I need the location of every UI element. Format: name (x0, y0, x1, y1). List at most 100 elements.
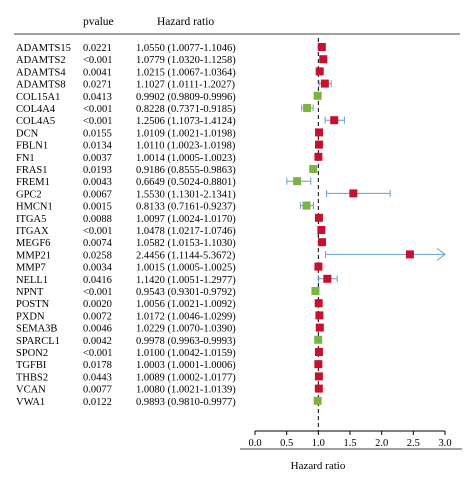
pvalue-cell: 0.0443 (83, 372, 112, 383)
table-rows: ADAMTS15 0.0221 1.0550 (1.0077-1.1046) ADAM… (16, 43, 236, 408)
pvalue-cell: 0.0043 (83, 177, 112, 188)
hazard-ratio-cell: 1.0080 (1.0021-1.0139) (136, 385, 236, 396)
hr-point (317, 226, 326, 234)
hr-point (314, 348, 323, 356)
gene-label: ADAMTS2 (16, 55, 66, 66)
pvalue-cell: 0.0258 (83, 250, 112, 261)
hr-point (314, 262, 323, 271)
hazard-ratio-cell: 1.0014 (1.0005-1.0023) (136, 153, 236, 164)
gene-label: NPNT (16, 287, 44, 298)
pvalue-cell: 0.0037 (83, 153, 112, 164)
plot-marks (286, 38, 446, 431)
pvalue-cell: 0.0416 (83, 275, 112, 286)
hr-point (318, 238, 327, 247)
hr-point (323, 274, 332, 283)
x-tick-label: 3.0 (438, 438, 451, 449)
pvalue-cell: 0.0020 (83, 299, 112, 310)
pvalue-cell: 0.0067 (83, 189, 112, 200)
gene-label: ADAMTS15 (16, 43, 71, 54)
hazard-ratio-cell: 1.0229 (1.0070-1.0390) (136, 324, 236, 335)
hr-point (405, 250, 414, 259)
hr-point (317, 43, 326, 51)
pvalue-cell: 0.0413 (83, 92, 112, 103)
gene-label: SEMA3B (16, 324, 57, 335)
pvalue-cell: 0.0193 (83, 165, 112, 176)
hr-point (315, 67, 324, 76)
hazard-ratio-cell: 1.0089 (1.0002-1.0177) (136, 372, 236, 383)
hr-point (303, 104, 312, 112)
hazard-ratio-cell: 1.0779 (1.0320-1.1258) (136, 55, 236, 66)
x-tick-label: 2.5 (407, 438, 420, 449)
column-headers: pvalue Hazard ratio (83, 16, 214, 28)
hazard-ratio-cell: 0.9902 (0.9809-0.9996) (136, 92, 236, 103)
x-axis-label: Hazard ratio (291, 460, 346, 472)
hazard-ratio-cell: 0.8228 (0.7371-0.9185) (136, 104, 236, 115)
ci-arrow (436, 248, 446, 261)
gene-label: PXDN (16, 311, 45, 322)
gene-label: TGFBI (16, 360, 47, 371)
pvalue-cell: <0.001 (83, 55, 113, 66)
gene-label: ADAMTS8 (16, 80, 66, 91)
gene-label: MEGF6 (16, 238, 50, 249)
hazard-ratio-cell: 0.8133 (0.7161-0.9237) (136, 202, 236, 213)
gene-label: THBS2 (16, 372, 48, 383)
gene-label: HMCN1 (16, 202, 53, 213)
hazard-ratio-cell: 0.9893 (0.9810-0.9977) (136, 397, 236, 408)
pvalue-cell: 0.0077 (83, 385, 112, 396)
hr-point (319, 55, 328, 64)
pvalue-cell: 0.0041 (83, 67, 112, 78)
pvalue-header: pvalue (83, 16, 114, 28)
gene-label: SPARCL1 (16, 336, 60, 347)
gene-label: FN1 (16, 153, 35, 164)
pvalue-cell: 0.0046 (83, 324, 112, 335)
x-tick-label: 1.0 (312, 438, 325, 449)
gene-label: NELL1 (16, 275, 48, 286)
pvalue-cell: 0.0042 (83, 336, 112, 347)
gene-label: COL15A1 (16, 92, 60, 103)
pvalue-cell: <0.001 (83, 348, 113, 359)
pvalue-cell: <0.001 (83, 104, 113, 115)
pvalue-cell: 0.0034 (83, 263, 113, 274)
gene-label: MMP7 (16, 263, 46, 274)
hr-point (302, 201, 311, 210)
pvalue-cell: <0.001 (83, 226, 113, 237)
gene-label: ITGA5 (16, 214, 46, 225)
gene-label: FRAS1 (16, 165, 48, 176)
hazard-ratio-cell: 1.0109 (1.0021-1.0198) (136, 128, 236, 139)
hr-point (330, 116, 339, 125)
x-tick-label: 2.0 (375, 438, 388, 449)
hazard-ratio-header: Hazard ratio (157, 16, 214, 28)
hazard-ratio-cell: 1.0582 (1.0153-1.1030) (136, 238, 236, 249)
hazard-ratio-cell: 1.0056 (1.0021-1.0092) (136, 299, 236, 310)
gene-label: COL4A5 (16, 116, 55, 127)
hazard-ratio-cell: 0.9978 (0.9963-0.9993) (136, 336, 236, 347)
hr-point (311, 287, 320, 295)
hr-point (314, 152, 323, 161)
hr-point (315, 311, 324, 320)
hazard-ratio-cell: 1.1420 (1.0051-1.2977) (136, 275, 236, 286)
pvalue-cell: <0.001 (83, 116, 113, 127)
pvalue-cell: 0.0072 (83, 311, 112, 322)
gene-label: FREM1 (16, 177, 50, 188)
hr-point (314, 384, 323, 393)
gene-label: VCAN (16, 385, 46, 396)
gene-label: SPON2 (16, 348, 48, 359)
hr-point (309, 165, 318, 173)
hr-point (315, 140, 324, 149)
gene-label: DCN (16, 128, 39, 139)
hr-point (313, 91, 322, 100)
hr-point (314, 360, 323, 369)
x-axis: 0.0 0.5 1.0 1.5 2.0 2.5 3.0 (240, 430, 462, 450)
pvalue-cell: 0.0155 (83, 128, 112, 139)
hazard-ratio-cell: 1.1027 (1.0111-1.2027) (136, 80, 235, 91)
hazard-ratio-cell: 0.9543 (0.9301-0.9792) (136, 287, 236, 298)
hr-point (314, 335, 323, 344)
hazard-ratio-cell: 1.0215 (1.0067-1.0364) (136, 67, 236, 78)
hr-point (313, 396, 322, 405)
gene-label: COL4A4 (16, 104, 56, 115)
hr-point (293, 177, 302, 186)
hazard-ratio-cell: 1.0015 (1.0005-1.0025) (136, 263, 236, 274)
gene-label: VWA1 (16, 397, 45, 408)
hr-point (320, 79, 329, 88)
